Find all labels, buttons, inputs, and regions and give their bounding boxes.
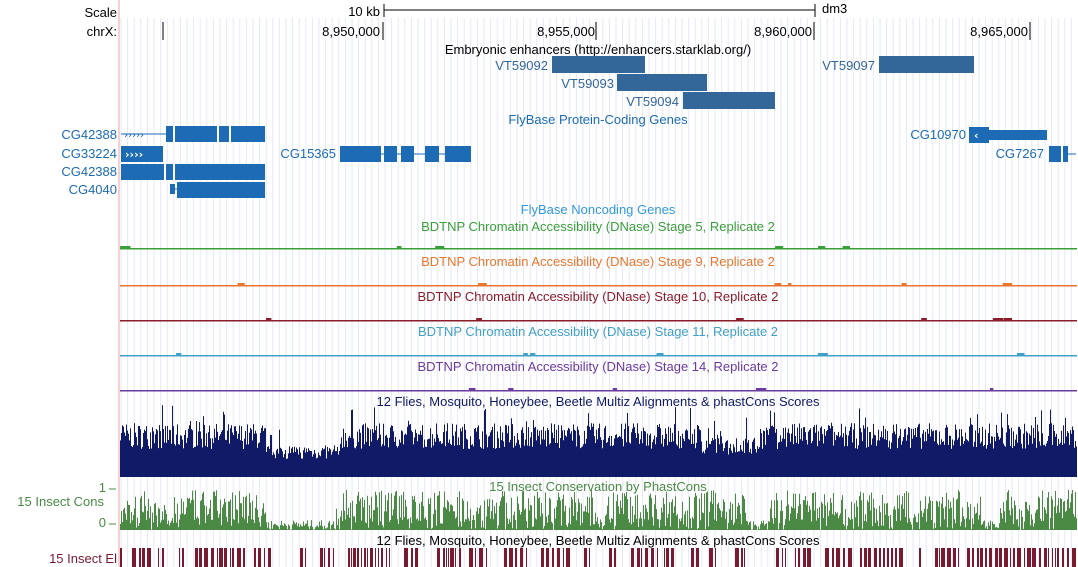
- multiz-conservation-histogram[interactable]: [120, 405, 1077, 477]
- svg-text:››››: ››››: [125, 148, 143, 161]
- elements-side-label[interactable]: 15 Insect El: [49, 551, 117, 566]
- dnase-signal-stage5[interactable]: [120, 246, 1077, 250]
- ruler-tick-label: 8,950,000: [322, 24, 380, 39]
- enhancer-label[interactable]: VT59093: [561, 76, 614, 91]
- track-title-multiz[interactable]: 12 Flies, Mosquito, Honeybee, Beetle Mul…: [377, 394, 820, 409]
- phastcons-axis-max: 1: [99, 480, 106, 495]
- gene-model[interactable]: ‹: [969, 127, 1047, 143]
- base-position-ruler[interactable]: 8,950,000 8,955,000 8,960,000 8,965,000: [162, 22, 1031, 40]
- phastcons-side-label[interactable]: 15 Insect Cons: [17, 494, 104, 509]
- phastcons-histogram[interactable]: [120, 490, 1077, 530]
- phastcons-axis-min: 0: [99, 515, 106, 530]
- track-title-dnase-stage5[interactable]: BDTNP Chromatin Accessibility (DNase) St…: [421, 219, 775, 234]
- gene-model[interactable]: [1049, 146, 1076, 162]
- scale-bar-label: 10 kb: [348, 4, 380, 19]
- gene-label[interactable]: CG42388: [61, 127, 117, 142]
- gene-label[interactable]: CG15365: [280, 146, 336, 161]
- assembly-label: dm3: [822, 1, 847, 16]
- track-title-dnase-stage9[interactable]: BDTNP Chromatin Accessibility (DNase) St…: [421, 254, 775, 269]
- gene-model[interactable]: ›››››: [121, 126, 265, 142]
- track-title-enhancers[interactable]: Embryonic enhancers (http://enhancers.st…: [445, 42, 751, 57]
- enhancer-label[interactable]: VT59097: [822, 58, 875, 73]
- gene-model[interactable]: [340, 146, 471, 162]
- track-title-dnase-stage11[interactable]: BDTNP Chromatin Accessibility (DNase) St…: [418, 324, 778, 339]
- dnase-signal-stage11[interactable]: [120, 353, 1077, 357]
- track-title-flybase-coding[interactable]: FlyBase Protein-Coding Genes: [508, 112, 688, 127]
- enhancer-label[interactable]: VT59092: [495, 58, 548, 73]
- ruler-tick-label: 8,955,000: [537, 24, 595, 39]
- gene-label[interactable]: CG10970: [910, 127, 966, 142]
- gene-label[interactable]: CG7267: [996, 146, 1044, 161]
- conserved-elements[interactable]: [120, 548, 1076, 567]
- enhancer-block[interactable]: [552, 56, 645, 73]
- gene-models: CG42388 ››››› CG33224 ›››› CG15365 CG423…: [61, 126, 1076, 198]
- dnase-signal-stage9[interactable]: [120, 283, 1077, 287]
- dnase-signal-stage14[interactable]: [120, 388, 1077, 392]
- gene-label[interactable]: CG4040: [69, 182, 117, 197]
- svg-text:‹: ‹: [974, 129, 979, 142]
- enhancer-block[interactable]: [683, 92, 775, 109]
- dnase-signal-stage10[interactable]: [120, 318, 1077, 322]
- gene-model[interactable]: [121, 164, 265, 180]
- scale-bar: [383, 4, 816, 17]
- track-title-dnase-stage14[interactable]: BDTNP Chromatin Accessibility (DNase) St…: [417, 359, 778, 374]
- gene-label[interactable]: CG33224: [61, 146, 117, 161]
- enhancer-items: VT59092 VT59093 VT59094 VT59097: [495, 56, 974, 109]
- enhancer-label[interactable]: VT59094: [626, 94, 679, 109]
- enhancer-block[interactable]: [879, 56, 974, 73]
- svg-text:›››››: ›››››: [124, 130, 144, 141]
- gene-model[interactable]: [170, 182, 265, 198]
- gene-model[interactable]: ››››: [121, 146, 163, 162]
- ruler-tick-label: 8,965,000: [970, 24, 1028, 39]
- gene-label[interactable]: CG42388: [61, 164, 117, 179]
- track-title-dnase-stage10[interactable]: BDTNP Chromatin Accessibility (DNase) St…: [417, 289, 778, 304]
- ruler-tick-label: 8,960,000: [754, 24, 812, 39]
- track-title-phastcons[interactable]: 15 Insect Conservation by PhastCons: [489, 479, 707, 494]
- track-title-elements[interactable]: 12 Flies, Mosquito, Honeybee, Beetle Mul…: [377, 533, 820, 548]
- chrom-label: chrX:: [87, 24, 117, 39]
- scale-label: Scale: [84, 5, 117, 20]
- track-title-flybase-noncoding[interactable]: FlyBase Noncoding Genes: [521, 202, 676, 217]
- enhancer-block[interactable]: [617, 74, 707, 91]
